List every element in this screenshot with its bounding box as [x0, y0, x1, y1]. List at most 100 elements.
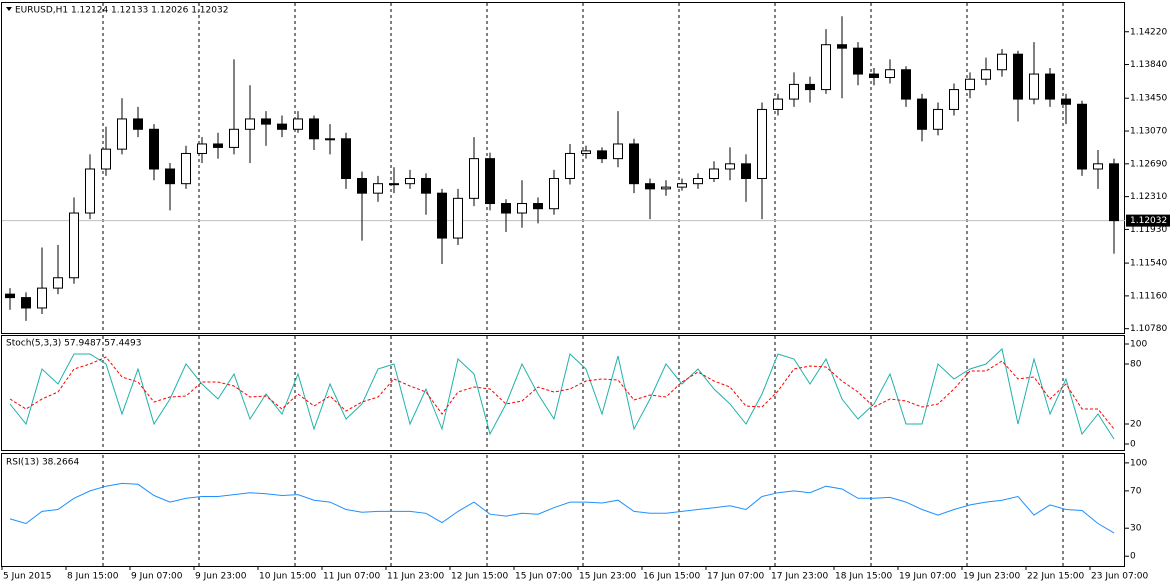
x-tick-label: 9 Jun 07:00 [131, 572, 183, 582]
candle-body [997, 53, 1007, 71]
x-tick-label: 11 Jun 07:00 [323, 572, 380, 582]
x-tick-label: 16 Jun 15:00 [643, 572, 700, 582]
y-tick-label: 1.13070 [1130, 127, 1167, 137]
candle-body [517, 203, 527, 214]
indicator-line [9, 482, 1115, 534]
y-tick-label: 1.12690 [1130, 159, 1167, 169]
collapse-icon [6, 7, 12, 11]
candle-body [821, 44, 831, 91]
x-tick-label: 17 Jun 07:00 [707, 572, 764, 582]
candle-body [37, 287, 47, 309]
last-price-label: 1.12032 [1130, 216, 1167, 226]
y-tick-label: 1.11160 [1130, 291, 1167, 301]
candle-body [709, 168, 719, 179]
candle-body [421, 177, 431, 194]
candle-body [933, 108, 943, 130]
candle-body [565, 152, 575, 179]
candle-body [245, 118, 255, 130]
candle-body [581, 150, 591, 154]
candle-body [101, 148, 111, 170]
candle-body [1077, 103, 1087, 170]
stoch-panel-frame [1, 335, 1125, 451]
y-tick-label: 1.13450 [1130, 94, 1167, 104]
candle-body [325, 138, 335, 141]
y-tick-label: 30 [1130, 524, 1142, 534]
candle-body [1109, 163, 1119, 222]
x-tick-label: 15 Jun 23:00 [579, 572, 636, 582]
candle-body [757, 108, 767, 179]
y-tick-label: 1.11930 [1130, 225, 1167, 235]
candle-body [229, 128, 239, 148]
candle-body [853, 47, 863, 75]
candle-body [21, 297, 31, 309]
candle-body [981, 69, 991, 80]
x-tick-label: 17 Jun 23:00 [771, 572, 828, 582]
last-price-box [1126, 214, 1170, 227]
candle-body [501, 203, 511, 214]
x-tick-label: 23 Jun 07:00 [1091, 572, 1148, 582]
y-tick-label: 0 [1130, 440, 1136, 450]
candle-body [341, 138, 351, 179]
candle-body [1013, 53, 1023, 100]
x-tick-label: 19 Jun 23:00 [963, 572, 1020, 582]
panel-title: EURUSD,H1 1.12124 1.12133 1.12026 1.1203… [15, 6, 228, 16]
candle-body [725, 163, 735, 170]
panel-title: RSI(13) 38.2664 [6, 458, 79, 468]
candle-body [277, 123, 287, 130]
x-tick-label: 18 Jun 15:00 [835, 572, 892, 582]
candle-body [485, 158, 495, 205]
y-tick-label: 1.11540 [1130, 259, 1167, 269]
x-tick-label: 11 Jun 23:00 [387, 572, 444, 582]
candle-body [549, 177, 559, 210]
candle-body [789, 83, 799, 100]
candle-body [949, 89, 959, 110]
candle-body [197, 143, 207, 154]
candle-body [693, 177, 703, 185]
candle-body [1061, 98, 1071, 105]
candle-body [1093, 163, 1103, 170]
x-tick-label: 12 Jun 15:00 [451, 572, 508, 582]
indicator-line [9, 356, 1115, 430]
x-tick-label: 10 Jun 15:00 [259, 572, 316, 582]
panel-title: Stoch(5,3,3) 57.9487 57.4493 [6, 339, 141, 349]
candle-body [805, 83, 815, 91]
candle-body [389, 183, 399, 186]
y-tick-label: 1.12310 [1130, 192, 1167, 202]
candle-body [261, 118, 271, 125]
candle-body [69, 212, 79, 279]
candle-body [677, 183, 687, 188]
rsi-panel-frame [1, 453, 1125, 567]
candle-body [533, 203, 543, 210]
candle-body [965, 78, 975, 91]
candle-body [5, 293, 15, 299]
y-tick-label: 1.14220 [1130, 27, 1167, 37]
candle-body [469, 158, 479, 199]
candle-body [917, 98, 927, 130]
candle-body [837, 44, 847, 49]
y-tick-label: 20 [1130, 420, 1142, 430]
candle-body [645, 183, 655, 190]
candle-body [613, 143, 623, 160]
x-tick-label: 15 Jun 07:00 [515, 572, 572, 582]
candle-body [181, 152, 191, 185]
y-tick-label: 100 [1130, 340, 1147, 350]
candle-body [165, 168, 175, 185]
candle-body [53, 277, 63, 289]
candle-body [1029, 73, 1039, 100]
x-tick-label: 5 Jun 2015 [3, 572, 51, 582]
x-tick-label: 19 Jun 07:00 [899, 572, 956, 582]
x-tick-label: 8 Jun 15:00 [67, 572, 119, 582]
candle-body [629, 143, 639, 185]
candle-body [869, 73, 879, 79]
candle-body [437, 192, 447, 239]
y-tick-label: 70 [1130, 486, 1142, 496]
y-tick-label: 0 [1130, 552, 1136, 562]
y-tick-label: 80 [1130, 360, 1142, 370]
candle-body [117, 118, 127, 150]
candle-body [85, 168, 95, 214]
candle-body [1045, 73, 1055, 100]
price-panel-frame [1, 2, 1125, 334]
y-tick-label: 1.13840 [1130, 60, 1167, 70]
